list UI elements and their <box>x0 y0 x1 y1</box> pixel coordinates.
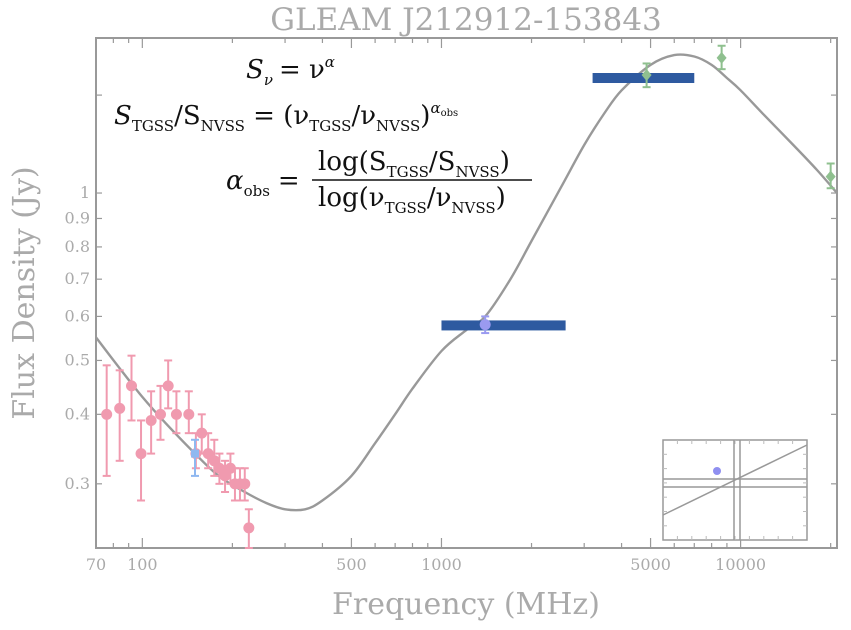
data-point <box>170 408 182 420</box>
y-tick-label: 0.7 <box>65 269 90 288</box>
equation-3-numerator: log(STGSS/SNVSS) <box>318 147 510 181</box>
data-point <box>162 380 174 392</box>
chart-title: GLEAM J212912-153843 <box>270 2 662 38</box>
x-tick-label: 70 <box>86 555 106 574</box>
y-tick-label: 1 <box>80 183 90 202</box>
x-tick-label: 5000 <box>630 555 671 574</box>
spectral-band <box>592 73 695 84</box>
y-tick-label: 0.3 <box>65 474 90 493</box>
data-point <box>224 462 236 474</box>
band-layer <box>441 73 695 331</box>
data-point <box>145 414 157 426</box>
equation-block: Sν = να STGSS/SNVSS = (νTGSS/νNVSS)αobs α… <box>114 53 532 217</box>
x-tick-label: 10000 <box>715 555 766 574</box>
spectral-band <box>441 320 566 331</box>
data-point <box>101 408 113 420</box>
data-point <box>716 51 727 64</box>
x-axis-label: Frequency (MHz) <box>332 587 600 622</box>
data-point <box>825 170 836 183</box>
data-point <box>135 448 147 460</box>
inset-diagonal <box>662 444 808 516</box>
data-point <box>183 408 195 420</box>
data-point <box>213 462 225 474</box>
inset-ticks <box>663 440 807 540</box>
y-tick-label: 0.6 <box>65 306 90 325</box>
equation-3-denominator: log(νTGSS/νNVSS) <box>318 183 506 217</box>
inset-panel <box>662 439 808 541</box>
data-point <box>114 402 126 414</box>
x-tick-label: 100 <box>127 555 158 574</box>
data-point <box>641 69 652 82</box>
data-point <box>191 449 200 458</box>
y-axis-label: Flux Density (Jy) <box>7 166 42 419</box>
data-points-layer <box>101 44 836 549</box>
y-tick-label: 0.8 <box>65 237 90 256</box>
x-tick-label: 500 <box>336 555 367 574</box>
plot-frame <box>95 37 838 549</box>
data-point <box>239 478 251 490</box>
data-point <box>202 448 214 460</box>
y-tick-label: 0.4 <box>65 404 90 423</box>
y-tick-label: 0.5 <box>65 350 90 369</box>
inset-marker <box>713 467 721 475</box>
data-point <box>196 427 208 439</box>
data-point <box>479 319 491 331</box>
data-point <box>154 408 166 420</box>
x-tick-label: 1000 <box>421 555 462 574</box>
data-point <box>219 470 231 482</box>
axis-ticks <box>95 38 837 548</box>
y-tick-label: 0.9 <box>65 208 90 227</box>
equation-3-lhs: αobs = <box>226 166 300 200</box>
equation-2: STGSS/SNVSS = (νTGSS/νNVSS)αobs <box>114 99 458 135</box>
data-point <box>126 380 138 392</box>
equation-1: Sν = να <box>246 53 335 89</box>
axis-tick-labels: 70 100 500 1000 5000 10000 0.3 0.4 0.5 0.6 0.7 0.8 0… <box>65 183 767 574</box>
data-point <box>243 522 255 534</box>
